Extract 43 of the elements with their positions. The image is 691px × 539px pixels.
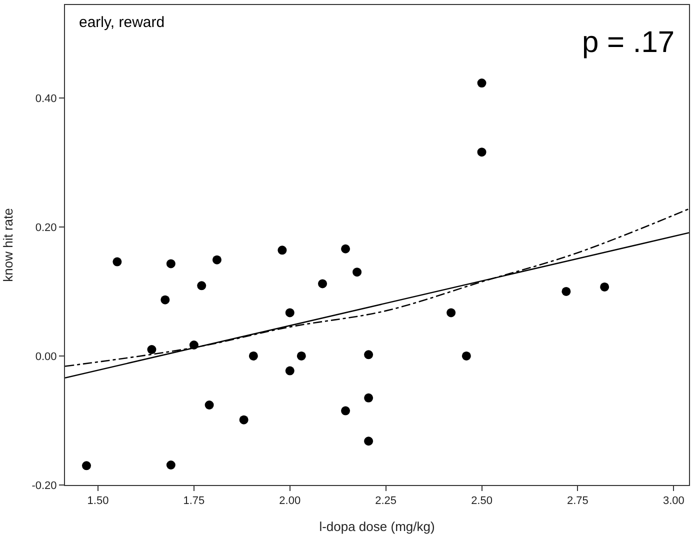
point: [166, 460, 176, 470]
x-tick-label: 3.00: [662, 495, 684, 508]
x-tick-label: 2.75: [567, 495, 588, 508]
point: [341, 406, 350, 416]
point: [204, 400, 214, 410]
point: [364, 436, 374, 446]
point: [462, 351, 471, 360]
point: [364, 393, 374, 402]
point: [285, 308, 294, 318]
x-tick-label: 1.75: [183, 495, 205, 508]
y-tick-label: 0.20: [35, 222, 57, 234]
point: [197, 281, 206, 290]
x-tick-label: 2.50: [471, 495, 492, 508]
point: [112, 257, 122, 266]
x-tick-label: 1.50: [87, 495, 109, 508]
point: [352, 268, 362, 277]
y-tick-label: 0.40: [35, 92, 57, 105]
y-tick-label: -0.20: [32, 480, 57, 492]
point: [82, 461, 91, 470]
point: [278, 246, 287, 255]
point: [285, 366, 294, 376]
annotation: p = .17: [582, 26, 675, 59]
point: [341, 244, 350, 254]
y-axis-title: know hit rate: [0, 208, 16, 282]
point: [296, 351, 306, 360]
point: [562, 286, 571, 296]
y-tick-label: 0.00: [35, 350, 57, 363]
point: [318, 279, 328, 288]
point: [239, 415, 248, 424]
point: [446, 308, 456, 318]
point: [166, 259, 176, 268]
point: [364, 350, 374, 360]
point: [600, 282, 610, 292]
x-tick-label: 2.00: [279, 495, 301, 508]
point: [477, 78, 486, 88]
point: [248, 351, 258, 360]
point: [147, 345, 156, 354]
point: [212, 255, 222, 264]
point: [477, 148, 486, 157]
x-tick-label: 2.25: [375, 495, 397, 508]
x-axis-title: l-dopa dose (mg/kg): [319, 518, 435, 534]
point: [160, 295, 170, 304]
annotation: early, reward: [79, 14, 165, 31]
